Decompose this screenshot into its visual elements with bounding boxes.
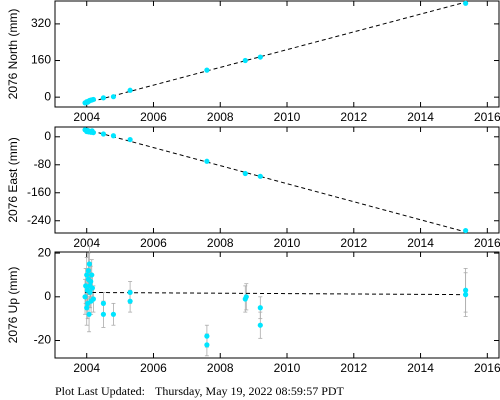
data-point (90, 96, 96, 103)
x-tick-label: 2010 (274, 110, 301, 124)
data-point (257, 305, 263, 311)
data-point (204, 342, 210, 348)
y-tick-label: -80 (34, 157, 52, 171)
data-point (127, 87, 133, 93)
trend-line (84, 1, 466, 104)
data-point (100, 300, 107, 306)
x-tick-label: 2004 (73, 236, 100, 250)
y-tick-label: 0 (44, 89, 51, 103)
x-tick-label: 2014 (407, 236, 434, 250)
data-point (257, 322, 263, 328)
data-point (82, 294, 88, 300)
x-tick-label: 2008 (207, 236, 234, 250)
x-tick-label: 2014 (407, 361, 434, 375)
y-axis-label: 2076 North (mm) (6, 9, 20, 100)
x-tick-label: 2016 (474, 361, 500, 375)
data-point (85, 267, 91, 274)
data-point (127, 136, 133, 143)
data-point (86, 261, 92, 267)
data-point (243, 294, 249, 300)
x-tick-label: 2012 (340, 110, 367, 124)
plot-frame (54, 0, 500, 108)
y-axis-label: 2076 East (mm) (6, 137, 20, 222)
data-point (87, 289, 93, 296)
data-point (110, 311, 117, 317)
data-point (90, 129, 96, 136)
data-point (83, 283, 89, 289)
data-point (257, 173, 263, 179)
x-tick-label: 2006 (140, 110, 167, 124)
data-point (127, 289, 133, 296)
trend-line (85, 291, 466, 296)
y-tick-label: -160 (27, 185, 51, 199)
data-point (100, 131, 107, 137)
data-point (110, 94, 117, 100)
y-tick-label: 0 (44, 129, 51, 143)
data-point (463, 227, 469, 234)
y-tick-label: 0 (44, 289, 51, 303)
x-tick-label: 2016 (474, 236, 500, 250)
x-tick-label: 2016 (474, 110, 500, 124)
data-point (89, 285, 95, 291)
data-point (463, 292, 469, 298)
x-tick-label: 2010 (274, 361, 301, 375)
data-point (86, 311, 92, 317)
x-tick-label: 2014 (407, 110, 434, 124)
trend-line (84, 128, 466, 233)
x-tick-label: 2010 (274, 236, 301, 250)
data-point (242, 170, 248, 177)
y-tick-label: 20 (38, 245, 52, 259)
data-point (100, 95, 107, 101)
x-tick-label: 2008 (207, 110, 234, 124)
data-point (90, 296, 96, 302)
data-point (100, 311, 107, 317)
data-point (463, 287, 469, 293)
data-point (110, 133, 117, 139)
x-tick-label: 2008 (207, 361, 234, 375)
footer-label: Plot Last Updated: (55, 384, 145, 398)
x-tick-label: 2006 (140, 236, 167, 250)
x-tick-label: 2004 (73, 110, 100, 124)
data-point (89, 272, 95, 278)
x-tick-label: 2012 (340, 361, 367, 375)
footer-date: Thursday, May 19, 2022 08:59:57 PDT (155, 384, 345, 398)
x-tick-label: 2006 (140, 361, 167, 375)
data-point (204, 333, 210, 339)
plot-frame (54, 251, 500, 359)
y-tick-label: 320 (31, 16, 51, 30)
x-tick-label: 2012 (340, 236, 367, 250)
plot-frame (54, 126, 500, 234)
data-point (463, 0, 469, 6)
y-axis-label: 2076 Up (mm) (6, 267, 20, 344)
data-point (88, 278, 94, 285)
data-point (127, 298, 133, 304)
y-tick-label: -240 (27, 213, 51, 227)
x-tick-label: 2004 (73, 361, 100, 375)
data-point (84, 305, 90, 311)
data-point (204, 67, 210, 73)
data-point (204, 158, 210, 164)
data-point (257, 54, 263, 60)
y-tick-label: -20 (34, 333, 52, 347)
data-point (84, 272, 90, 278)
data-point (242, 57, 248, 64)
y-tick-label: 160 (31, 53, 51, 67)
